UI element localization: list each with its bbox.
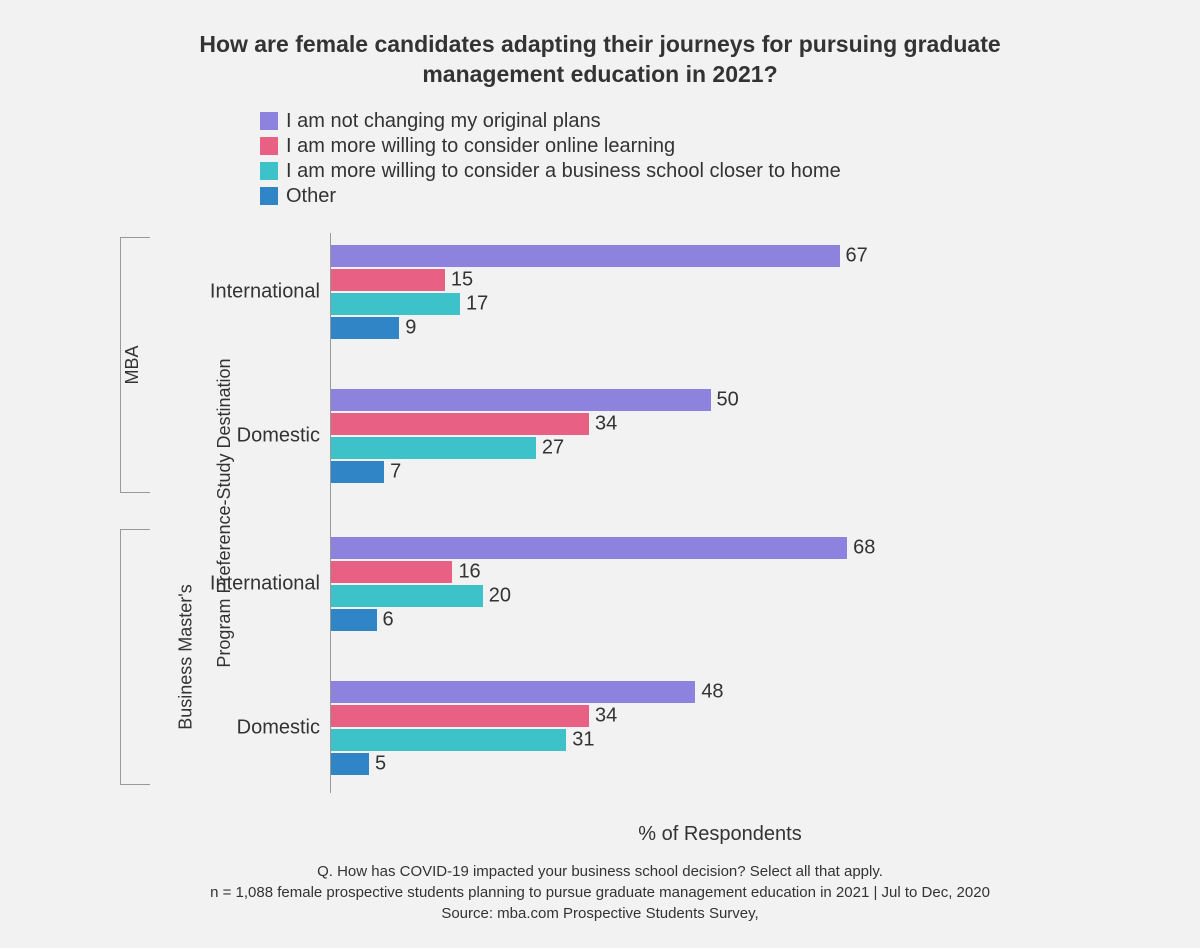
legend-swatch <box>260 112 278 130</box>
bar: 15 <box>331 269 445 291</box>
bar-value-label: 48 <box>701 680 723 703</box>
bar-value-label: 15 <box>451 268 473 291</box>
outer-group-brackets: MBA Business Master's <box>120 233 150 793</box>
legend-item: I am not changing my original plans <box>260 110 1150 133</box>
bar-value-label: 9 <box>405 316 416 339</box>
bar: 16 <box>331 561 452 583</box>
bar: 31 <box>331 729 566 751</box>
bar-value-label: 7 <box>390 460 401 483</box>
bar: 48 <box>331 681 695 703</box>
bar: 6 <box>331 609 377 631</box>
bar: 34 <box>331 413 589 435</box>
legend-swatch <box>260 137 278 155</box>
bar-value-label: 31 <box>572 728 594 751</box>
bar-value-label: 16 <box>458 560 480 583</box>
bar-value-label: 68 <box>853 536 875 559</box>
bar-value-label: 34 <box>595 704 617 727</box>
chart-footer: Q. How has COVID-19 impacted your busine… <box>50 861 1150 924</box>
chart-container: How are female candidates adapting their… <box>0 0 1200 948</box>
legend-label: Other <box>286 185 336 208</box>
bar-value-label: 20 <box>489 584 511 607</box>
bar: 67 <box>331 245 840 267</box>
bar-value-label: 5 <box>375 752 386 775</box>
footer-line: n = 1,088 female prospective students pl… <box>50 882 1150 903</box>
chart-title: How are female candidates adapting their… <box>130 30 1070 90</box>
bar-value-label: 67 <box>846 244 868 267</box>
bar: 20 <box>331 585 483 607</box>
legend-item: Other <box>260 185 1150 208</box>
legend-label: I am more willing to consider online lea… <box>286 135 675 158</box>
bar-value-label: 27 <box>542 436 564 459</box>
inner-category-labels: International Domestic International Domest… <box>150 233 330 793</box>
x-axis-title: % of Respondents <box>290 823 1150 846</box>
bar: 7 <box>331 461 384 483</box>
legend: I am not changing my original plansI am … <box>260 110 1150 208</box>
legend-label: I am more willing to consider a business… <box>286 160 841 183</box>
category-label: Domestic <box>237 424 320 447</box>
bars-area: 6715179503427768162064834315 <box>330 233 1090 793</box>
legend-label: I am not changing my original plans <box>286 110 601 133</box>
bar: 27 <box>331 437 536 459</box>
bar-value-label: 50 <box>717 388 739 411</box>
footer-line: Source: mba.com Prospective Students Sur… <box>50 903 1150 924</box>
plot-area: Program Preference-Study Destination MBA… <box>90 233 1150 793</box>
bar: 5 <box>331 753 369 775</box>
category-label: International <box>210 280 320 303</box>
legend-swatch <box>260 162 278 180</box>
category-label: Domestic <box>237 716 320 739</box>
bar: 68 <box>331 537 847 559</box>
legend-item: I am more willing to consider a business… <box>260 160 1150 183</box>
outer-group-bracket: MBA <box>120 237 150 493</box>
legend-swatch <box>260 187 278 205</box>
category-label: International <box>210 572 320 595</box>
legend-item: I am more willing to consider online lea… <box>260 135 1150 158</box>
bar-value-label: 6 <box>383 608 394 631</box>
bar: 17 <box>331 293 460 315</box>
bar-value-label: 17 <box>466 292 488 315</box>
outer-group-bracket: Business Master's <box>120 529 150 785</box>
footer-line: Q. How has COVID-19 impacted your busine… <box>50 861 1150 882</box>
bar: 50 <box>331 389 711 411</box>
bar: 9 <box>331 317 399 339</box>
outer-group-label: MBA <box>122 345 143 384</box>
bar-value-label: 34 <box>595 412 617 435</box>
bar: 34 <box>331 705 589 727</box>
